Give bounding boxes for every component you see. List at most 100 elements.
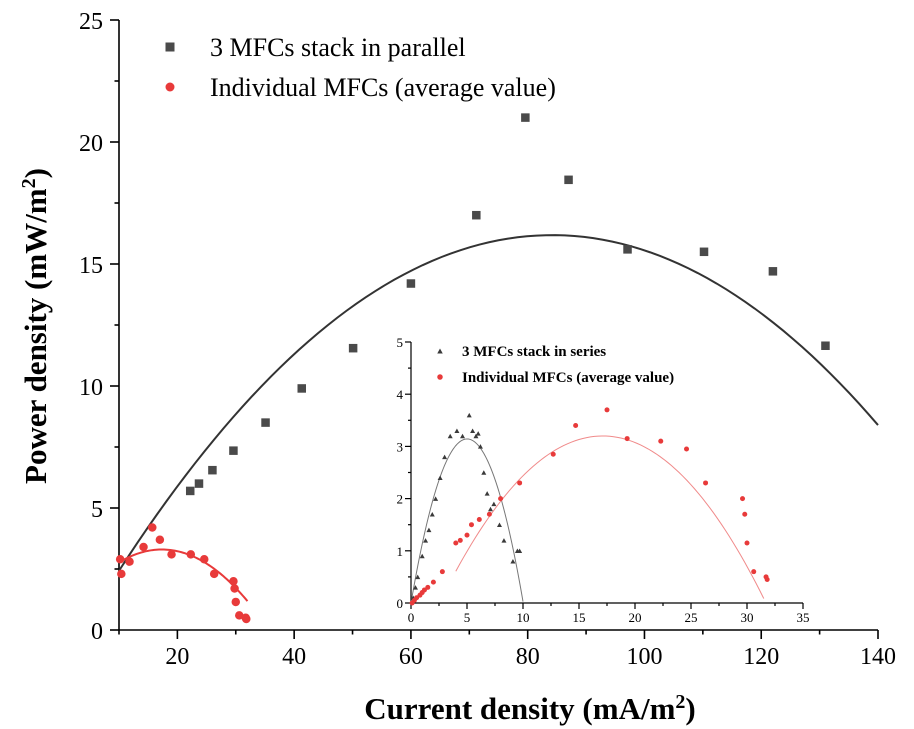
- inset-data-point: [414, 595, 420, 601]
- data-point: [208, 465, 217, 475]
- data-point: [564, 175, 573, 185]
- inset-data-point: [501, 538, 507, 543]
- inset-data-point: [412, 585, 418, 590]
- inset-plot: 0 5 10 15 20 25 30 35 0 1 2 3 4 5 3 MFCs stack in seri…: [397, 335, 810, 625]
- inset-data-point: [742, 511, 748, 517]
- inset-y-tick-label: 4: [397, 387, 404, 402]
- inset-data-point: [460, 433, 466, 439]
- inset-data-point: [751, 569, 757, 575]
- y-tick-label: 20: [79, 131, 103, 157]
- inset-x-tick-label: 15: [573, 610, 586, 625]
- y-tick-label: 10: [79, 375, 103, 401]
- y-tick-label: 15: [79, 253, 103, 279]
- inset-data-point: [481, 470, 487, 475]
- data-point: [406, 279, 416, 288]
- inset-x-tick-label: 10: [517, 610, 530, 625]
- inset-y-tick-label: 2: [397, 492, 404, 507]
- inset-data-point: [517, 548, 523, 554]
- inset-fit-curve-0: [410, 438, 524, 604]
- data-point: [194, 479, 204, 488]
- inset-data-point: [419, 553, 425, 559]
- inset-data-point: [447, 433, 453, 439]
- inset-series-0: [410, 412, 524, 604]
- inset-x-tick-label: 35: [797, 610, 810, 625]
- data-point: [167, 550, 176, 559]
- data-point: [521, 113, 530, 122]
- data-point: [623, 245, 632, 254]
- inset-data-point: [426, 527, 432, 533]
- inset-data-point: [550, 451, 556, 457]
- fit-curve-1: [118, 548, 249, 602]
- inset-data-point: [517, 480, 523, 486]
- data-point: [185, 486, 195, 496]
- inset-data-point: [684, 446, 690, 452]
- data-point: [230, 584, 239, 593]
- inset-legend-label: 3 MFCs stack in series: [462, 344, 606, 360]
- data-point: [139, 542, 148, 552]
- inset-fit-curve-1: [455, 435, 765, 599]
- inset-data-point: [477, 444, 483, 449]
- inset-x-tick-label: 20: [629, 610, 642, 625]
- x-axis-title-unit-close: ): [685, 691, 695, 726]
- inset-data-point: [433, 496, 439, 501]
- x-tick-label: 140: [860, 644, 896, 670]
- data-point: [235, 611, 244, 620]
- x-tick-label: 120: [743, 644, 779, 670]
- data-point: [231, 597, 241, 607]
- inset-data-point: [498, 496, 504, 502]
- data-point: [297, 384, 306, 393]
- inset-data-point: [470, 428, 476, 433]
- inset-data-point: [703, 480, 709, 486]
- inset-data-point: [421, 587, 427, 593]
- inset-data-point: [425, 584, 431, 590]
- x-tick-label: 100: [626, 644, 662, 670]
- data-point: [242, 614, 251, 624]
- data-point: [229, 446, 238, 455]
- x-axis-title-unit-sup: 2: [675, 691, 685, 713]
- data-point: [115, 554, 125, 564]
- inset-data-point: [658, 438, 664, 444]
- y-axis-title: Power density (mW/m2): [18, 168, 53, 484]
- inset-data-point: [423, 538, 429, 543]
- inset-data-point: [486, 511, 492, 517]
- y-axis-title-unit-close: ): [18, 168, 53, 178]
- data-point: [348, 343, 358, 353]
- inset-data-point: [439, 569, 445, 575]
- data-point: [261, 418, 270, 427]
- data-point: [699, 247, 709, 257]
- inset-data-point: [491, 501, 497, 507]
- inset-legend-label: Individual MFCs (average value): [462, 370, 674, 386]
- data-point: [117, 569, 126, 579]
- data-point: [199, 554, 209, 564]
- inset-data-point: [488, 506, 494, 512]
- series-1: [115, 523, 251, 624]
- data-point: [209, 569, 219, 579]
- inset-x-tick-label: 25: [685, 610, 698, 625]
- inset-data-point: [466, 412, 472, 418]
- inset-data-point: [604, 407, 610, 413]
- data-point: [768, 267, 778, 276]
- y-axis-title-text: Power density: [18, 290, 53, 484]
- inset-data-point: [429, 512, 435, 517]
- inset-data-point: [437, 475, 443, 480]
- x-tick-label: 20: [165, 644, 189, 670]
- x-tick-label: 60: [399, 644, 423, 670]
- inset-y-tick-label: 3: [397, 439, 404, 454]
- x-axis-title-unit: (mA/m: [582, 691, 675, 726]
- inset-data-point: [740, 496, 746, 502]
- x-tick-label: 40: [282, 644, 306, 670]
- data-point: [229, 576, 238, 586]
- legend-label: Individual MFCs (average value): [210, 73, 556, 102]
- inset-y-tick-label: 0: [397, 596, 404, 611]
- data-point: [148, 523, 157, 532]
- inset-legend-marker: [437, 348, 443, 354]
- inset-x-tick-label: 0: [408, 610, 415, 625]
- y-axis-title-unit-sup: 2: [18, 178, 40, 188]
- inset-data-point: [624, 436, 630, 442]
- inset-y-tick-label: 1: [397, 544, 404, 559]
- inset-y-tick-label: 5: [397, 335, 404, 350]
- inset-data-point: [468, 522, 474, 528]
- data-point: [472, 210, 481, 220]
- data-point: [186, 550, 196, 559]
